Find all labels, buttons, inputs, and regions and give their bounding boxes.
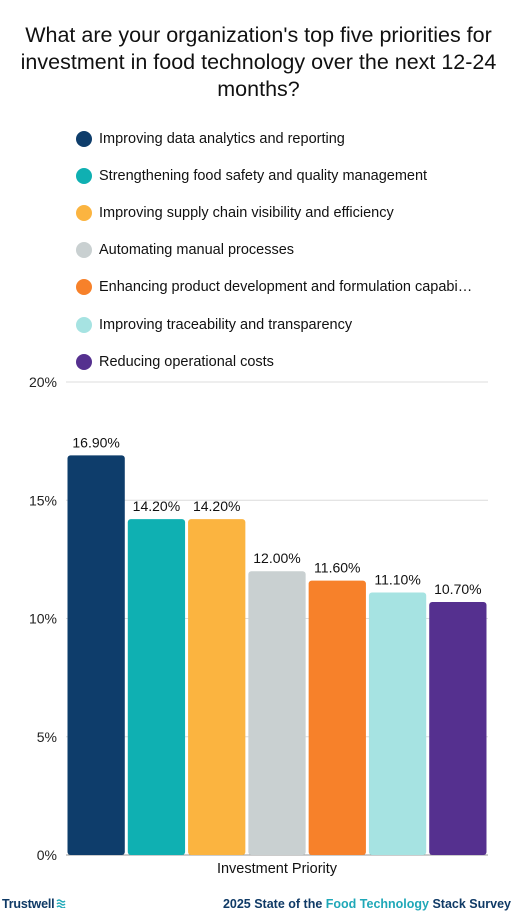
legend-item: Reducing operational costs [76,343,506,380]
y-tick-label: 20% [29,374,57,390]
bar [308,580,366,855]
data-label: 16.90% [72,434,119,450]
legend-swatch [76,279,92,296]
legend-item: Enhancing product development and formul… [76,269,506,306]
legend-swatch [76,204,92,221]
y-tick-label: 5% [37,729,57,745]
brand-logo: Trustwell [2,897,67,911]
survey-accent: Food Technology [325,897,429,911]
survey-caption: 2025 State of the Food Technology Stack … [223,897,511,911]
bar [127,519,186,855]
legend-item: Improving traceability and transparency [76,306,506,343]
legend-swatch [76,316,92,333]
bar [67,455,125,855]
legend-swatch [76,242,92,259]
bar [368,592,427,855]
data-label: 12.00% [253,550,300,566]
y-tick-label: 0% [37,847,57,863]
data-label: 14.20% [193,498,240,514]
y-tick-label: 10% [29,611,57,627]
bar [429,601,487,855]
data-label: 11.60% [314,560,360,576]
bar [248,571,306,855]
y-tick-label: 15% [29,492,57,508]
legend-swatch [76,167,92,184]
legend-item: Automating manual processes [76,232,506,269]
survey-prefix: 2025 State of the [222,897,326,911]
data-label: 14.20% [133,498,180,514]
legend-swatch [76,130,92,147]
legend-item: Improving data analytics and reporting [76,120,506,157]
data-label: 10.70% [434,581,481,597]
legend: Improving data analytics and reporting St… [76,120,506,380]
wave-icon [56,897,67,911]
legend-swatch [76,353,92,370]
chart-title: What are your organization's top five pr… [20,23,497,101]
brand-name: Trustwell [2,897,55,911]
x-axis-label: Investment Priority [217,861,338,877]
data-label: 11.10% [374,571,420,587]
legend-item: Improving supply chain visibility and ef… [76,194,506,231]
survey-suffix: Stack Survey [429,897,511,911]
legend-item: Strengthening food safety and quality ma… [76,157,506,194]
bar-chart: 0% 5% 10% 15% 20% 16.90% 14.20% 14.20% 12.00% 11.… [29,374,488,877]
bar [188,519,246,855]
